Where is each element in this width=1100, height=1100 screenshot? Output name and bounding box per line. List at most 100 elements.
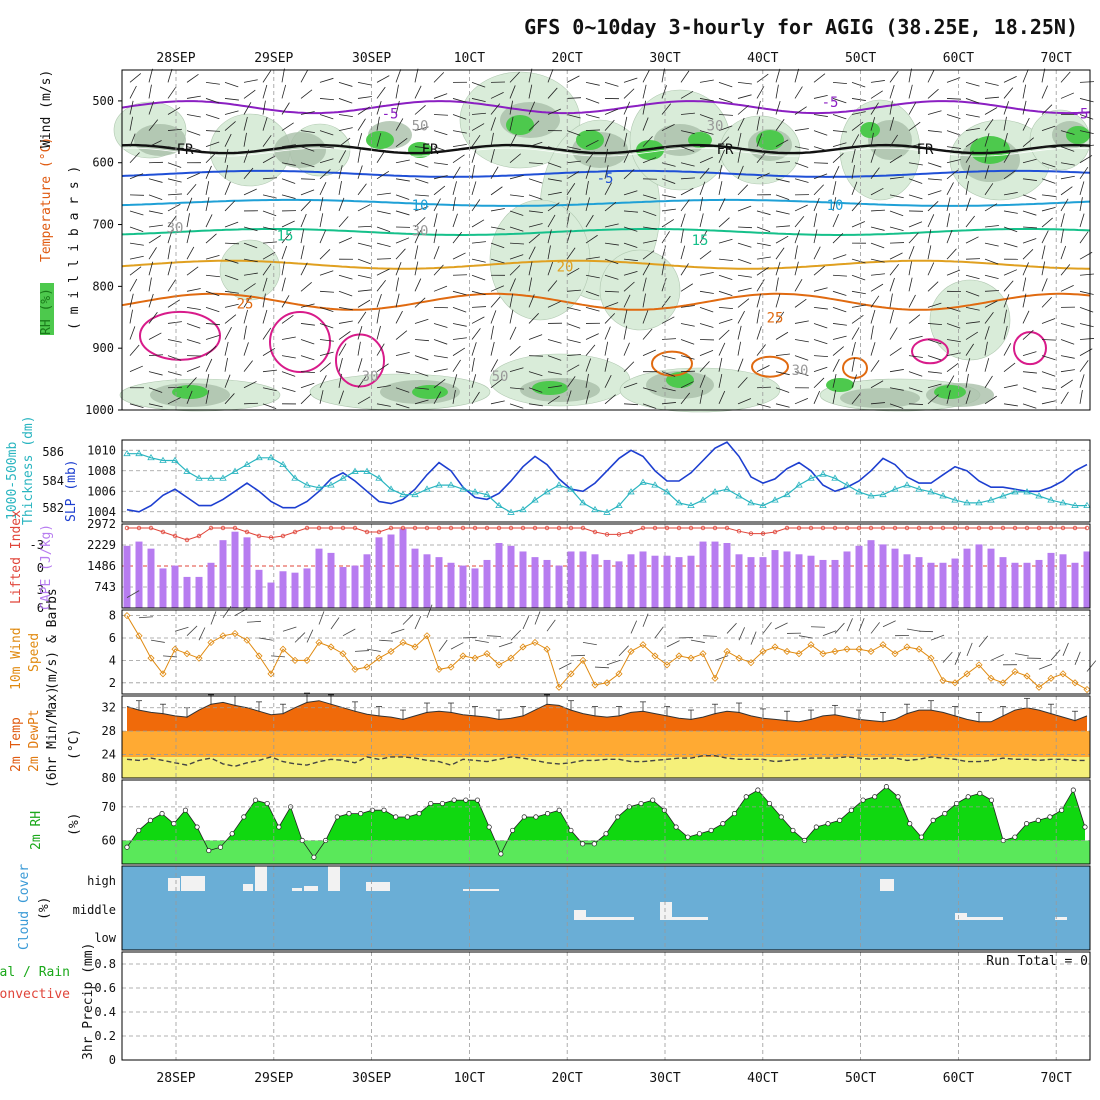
wind-barb bbox=[281, 194, 296, 199]
wind-barb bbox=[642, 157, 657, 164]
wind-barb bbox=[528, 178, 543, 184]
wind-barb bbox=[870, 226, 885, 231]
wind-barb bbox=[661, 338, 676, 340]
wind-barb bbox=[984, 375, 993, 388]
top-date-label: 30SEP bbox=[352, 51, 391, 66]
cape-bar bbox=[663, 555, 671, 608]
wind-barb bbox=[319, 249, 331, 260]
thickness-marker bbox=[1035, 492, 1043, 499]
wind-barb bbox=[395, 137, 408, 147]
wind-barb bbox=[319, 146, 334, 149]
wind-barb bbox=[566, 183, 576, 196]
cape-bar bbox=[351, 565, 359, 608]
cape-bar bbox=[555, 565, 563, 608]
wind-barb bbox=[547, 395, 560, 405]
wind-barb bbox=[281, 122, 294, 131]
wind-barb-10m bbox=[330, 617, 340, 630]
wind-barb bbox=[471, 98, 486, 102]
wind-barb bbox=[452, 389, 456, 404]
upper-ytick-label: 800 bbox=[92, 279, 114, 293]
cape-bar bbox=[759, 557, 767, 608]
thickness-tick-label: 584 bbox=[42, 474, 64, 488]
wind-barb bbox=[509, 387, 524, 390]
cloud-unit: (%) bbox=[37, 897, 52, 920]
cape-bar bbox=[567, 551, 575, 608]
wind-barb bbox=[395, 277, 399, 292]
upper-ytick-label: 600 bbox=[92, 156, 114, 170]
wind-barb bbox=[357, 289, 372, 292]
rh2m-frame bbox=[121, 779, 1091, 865]
temp-contour-5 bbox=[121, 169, 1091, 178]
wind-barb bbox=[205, 130, 220, 132]
cape-bar bbox=[183, 576, 191, 608]
wind-barb bbox=[1079, 81, 1095, 83]
wind-barb bbox=[509, 403, 524, 409]
wind-barb bbox=[243, 132, 247, 147]
wind-barb bbox=[794, 229, 801, 244]
wind-barb bbox=[471, 316, 485, 324]
wind-barb bbox=[167, 178, 182, 183]
wind-barb bbox=[889, 176, 904, 180]
wind-barb bbox=[642, 262, 651, 276]
li-marker bbox=[592, 529, 598, 535]
li-marker bbox=[1012, 525, 1018, 531]
rh2m-marker bbox=[334, 814, 340, 820]
wind-barb bbox=[452, 274, 468, 276]
wind-barb bbox=[1079, 130, 1094, 134]
wind-barb bbox=[357, 376, 367, 388]
wind-barb bbox=[984, 258, 999, 265]
contour-label: 50 bbox=[492, 369, 509, 385]
wind-barb bbox=[376, 101, 382, 115]
thickness-marker bbox=[279, 460, 287, 467]
wind-barb bbox=[870, 380, 884, 389]
wind-barb bbox=[661, 178, 676, 184]
wind-speed-marker bbox=[387, 647, 395, 656]
cloud-high-block bbox=[292, 888, 302, 891]
wind-barb bbox=[1060, 245, 1067, 260]
wind-barb bbox=[1079, 98, 1094, 103]
wind-barb bbox=[1022, 238, 1037, 244]
wind-barb bbox=[490, 92, 504, 99]
wind-barb bbox=[357, 396, 371, 405]
wind-barb bbox=[1060, 198, 1069, 212]
wind-barb bbox=[699, 181, 706, 196]
thickness-marker bbox=[843, 481, 851, 488]
wind-barb bbox=[547, 214, 556, 228]
wind-barb bbox=[224, 290, 239, 294]
li-marker bbox=[232, 525, 238, 531]
wind-barb bbox=[490, 166, 499, 180]
wind-barb bbox=[338, 331, 351, 340]
wind-barb bbox=[129, 226, 144, 233]
wind-speed-marker bbox=[411, 643, 419, 651]
wind-barb bbox=[281, 355, 296, 359]
wind-barb-10m bbox=[906, 628, 921, 632]
wind-barb bbox=[642, 194, 657, 200]
wind-barb bbox=[756, 133, 763, 147]
li-marker bbox=[424, 525, 430, 531]
wind-barb bbox=[1079, 197, 1083, 212]
wind-barb-10m bbox=[1074, 651, 1081, 665]
wind-barb-10m bbox=[294, 632, 306, 643]
rh2m-marker bbox=[521, 814, 527, 820]
wind-barb bbox=[699, 79, 714, 83]
wind-barb bbox=[452, 181, 457, 195]
wind-speed-marker bbox=[843, 645, 851, 653]
wind-barb bbox=[623, 342, 630, 356]
wind-barb bbox=[300, 382, 315, 389]
wind-barb bbox=[490, 258, 505, 264]
wind-barb bbox=[281, 232, 292, 244]
wind-barb bbox=[528, 387, 543, 393]
wind-barb bbox=[490, 400, 505, 405]
wind-barb bbox=[699, 307, 714, 313]
wind-barb bbox=[471, 81, 486, 88]
rh2m-marker bbox=[743, 794, 749, 800]
wind-barb bbox=[642, 328, 653, 340]
wind-speed-marker bbox=[171, 645, 179, 653]
cape-bar bbox=[867, 540, 875, 608]
wind-barb bbox=[338, 181, 342, 195]
wind-speed-marker bbox=[135, 632, 143, 640]
wind-barb bbox=[680, 245, 686, 260]
wind-barb bbox=[414, 297, 426, 308]
wind-barb bbox=[471, 164, 475, 179]
wind-barb bbox=[737, 358, 744, 372]
